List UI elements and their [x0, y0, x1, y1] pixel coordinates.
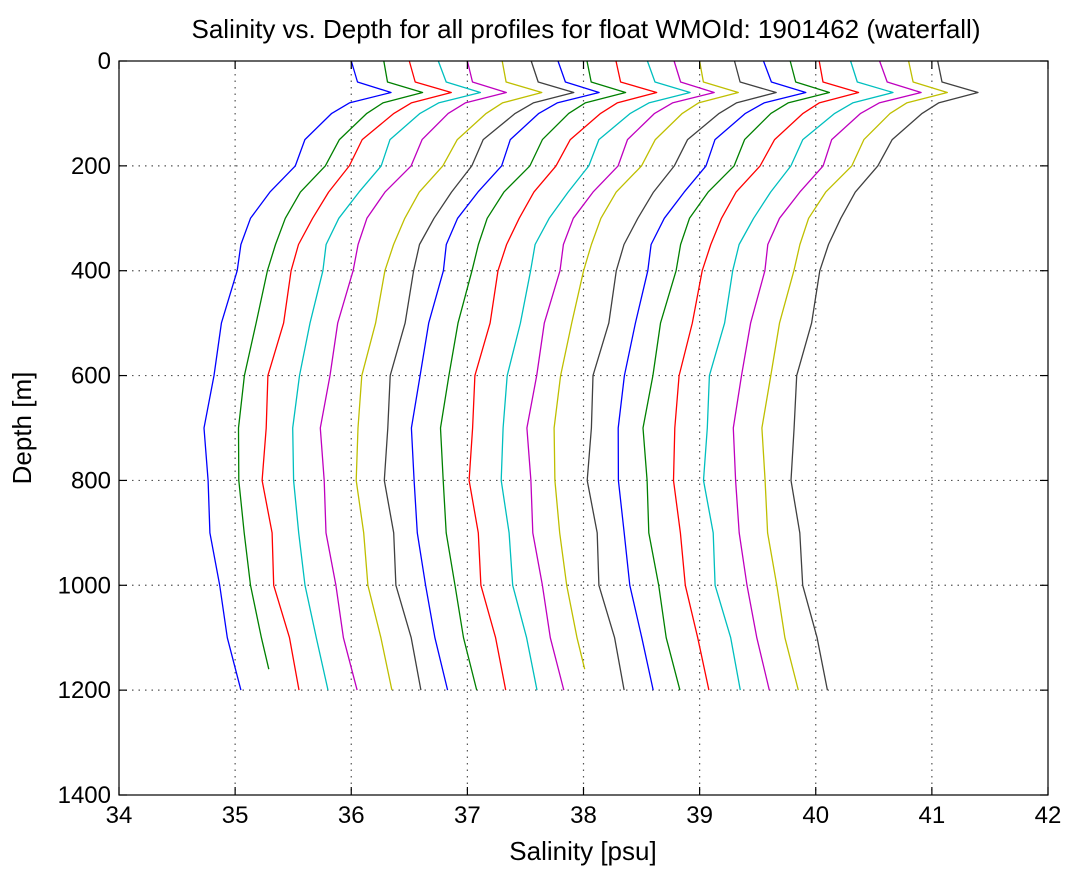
grid-lines	[119, 61, 1048, 795]
x-tick-label: 40	[802, 802, 829, 829]
salinity-profile-line	[410, 60, 600, 691]
x-tick-label: 34	[106, 802, 133, 829]
chart-title: Salinity vs. Depth for all profiles for …	[192, 14, 981, 44]
salinity-profile-line	[586, 60, 777, 691]
salinity-profile-line	[439, 60, 627, 691]
x-axis-label: Salinity [psu]	[509, 836, 656, 866]
salinity-profile-line	[732, 60, 922, 691]
x-tick-label: 41	[919, 802, 946, 829]
salinity-profile-line	[203, 60, 392, 691]
salinity-profile-line	[526, 60, 715, 691]
axis-ticks: 34 35 36 37 38 39 40 41 42 0 200 400 600 800 1000 1200 1…	[58, 48, 1062, 829]
y-tick-label: 200	[71, 153, 111, 180]
y-tick-label: 400	[71, 258, 111, 285]
series-layer	[203, 60, 979, 691]
salinity-profile-line	[553, 60, 739, 670]
x-tick-label: 38	[570, 802, 597, 829]
y-tick-label: 600	[71, 363, 111, 390]
salinity-profile-line	[237, 60, 424, 670]
salinity-profile-line	[617, 60, 807, 691]
salinity-profile-line	[790, 60, 979, 691]
x-tick-label: 37	[454, 802, 481, 829]
salinity-profile-line	[702, 60, 894, 691]
x-tick-label: 39	[686, 802, 713, 829]
y-axis-label: Depth [m]	[7, 372, 37, 485]
y-tick-label: 800	[71, 467, 111, 494]
salinity-profile-line	[319, 60, 507, 691]
plot-frame	[118, 60, 1049, 796]
salinity-profile-line	[468, 60, 658, 691]
salinity-profile-line	[292, 60, 482, 691]
salinity-profile-line	[500, 60, 691, 691]
y-tick-label: 1200	[58, 677, 111, 704]
salinity-profile-line	[355, 60, 543, 691]
y-tick-label: 1000	[58, 572, 111, 599]
y-tick-label: 0	[98, 48, 111, 75]
y-tick-label: 1400	[58, 782, 111, 809]
x-tick-label: 42	[1035, 802, 1062, 829]
salinity-profile-line	[383, 60, 575, 691]
salinity-profile-line	[261, 60, 452, 691]
x-tick-label: 35	[222, 802, 249, 829]
x-tick-label: 36	[338, 802, 365, 829]
salinity-profile-line	[761, 60, 948, 691]
salinity-profile-line	[642, 60, 831, 691]
salinity-profile-line	[672, 60, 860, 691]
